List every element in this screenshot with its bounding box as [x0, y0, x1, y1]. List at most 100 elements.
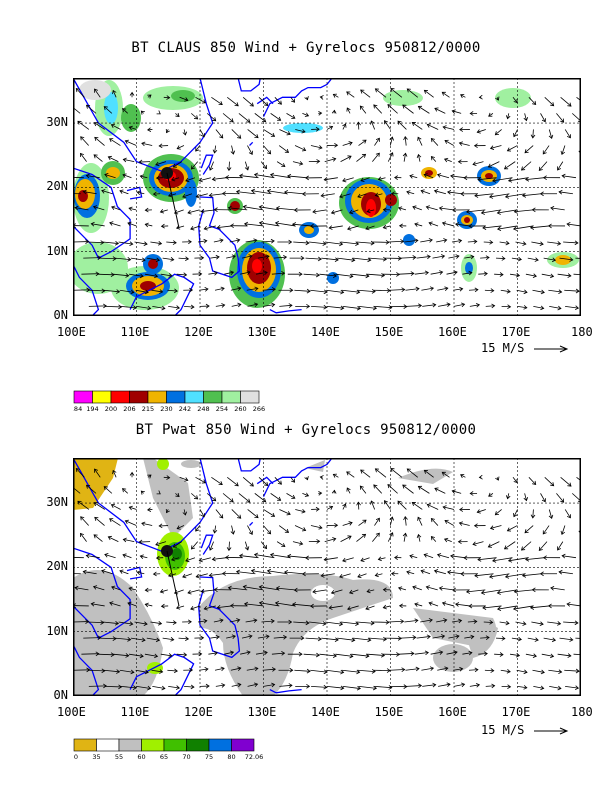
wind-arrow	[244, 603, 264, 607]
wind-arrowhead	[165, 128, 170, 134]
wind-arrow	[509, 653, 520, 657]
wind-arrow	[217, 225, 232, 229]
wind-arrow	[109, 138, 121, 146]
wind-arrowhead	[430, 156, 435, 161]
wind-arrow	[455, 223, 470, 227]
wind-arrow	[528, 97, 536, 105]
wind-arrow	[247, 683, 258, 687]
wind-arrow	[557, 161, 564, 171]
wind-arrow	[204, 225, 216, 230]
wind-arrow	[417, 517, 423, 526]
wind-arrowhead	[530, 134, 536, 139]
wind-arrow	[514, 209, 533, 213]
wind-arrowhead	[409, 554, 414, 559]
wind-arrow	[488, 541, 500, 548]
wind-arrowhead	[175, 305, 181, 310]
wind-arrow	[171, 177, 180, 181]
wind-arrow	[340, 241, 359, 245]
wind-arrowhead	[289, 287, 294, 293]
wind-arrow	[524, 493, 527, 501]
wind-arrow	[367, 653, 385, 656]
wind-arrowhead	[243, 221, 249, 227]
wind-arrowhead	[328, 125, 334, 130]
wind-arrowhead	[229, 270, 235, 276]
wind-arrow	[504, 541, 516, 550]
wind-arrowhead	[139, 653, 144, 659]
wind-arrow	[324, 241, 343, 245]
wind-arrowhead	[86, 287, 91, 293]
wind-arrowhead	[101, 668, 106, 674]
wind-arrowhead	[155, 257, 161, 263]
wind-arrowhead	[93, 154, 98, 159]
wind-arrowhead	[122, 537, 127, 543]
wind-arrow	[452, 490, 462, 494]
wind-arrowhead	[517, 636, 522, 642]
wind-arrowhead	[94, 88, 99, 93]
wind-arrowhead	[505, 115, 511, 120]
wind-arrowhead	[402, 532, 408, 537]
wind-arrow	[444, 158, 452, 162]
wind-arrow	[375, 193, 383, 196]
wind-arrow	[254, 113, 266, 122]
wind-arrow	[151, 289, 163, 293]
wind-arrow	[575, 257, 581, 259]
wind-arrowhead	[365, 225, 370, 231]
wind-arrowhead	[560, 118, 565, 123]
wind-arrowhead	[306, 288, 311, 294]
wind-arrow	[119, 289, 134, 293]
wind-arrowhead	[507, 558, 513, 563]
wind-arrow	[190, 225, 201, 230]
wind-arrow	[259, 586, 280, 591]
wind-arrowhead	[558, 669, 563, 674]
wind-arrowhead	[100, 620, 105, 625]
wind-arrow	[260, 161, 267, 169]
wind-arrow	[340, 535, 352, 542]
wind-arrowhead	[229, 118, 234, 123]
wind-arrow	[453, 303, 465, 307]
wind-arrow	[93, 586, 105, 591]
wind-arrowhead	[212, 117, 217, 122]
wind-arrow	[119, 570, 129, 575]
wind-arrow	[412, 586, 422, 591]
wind-arrow	[550, 207, 565, 211]
wind-arrowhead	[277, 480, 282, 485]
wind-arrowhead	[128, 505, 133, 511]
wind-arrowhead	[430, 518, 435, 523]
wind-arrowhead	[457, 539, 462, 545]
wind-arrowhead	[558, 289, 563, 294]
wind-arrow	[146, 637, 160, 641]
colorbar-label: 194	[86, 405, 98, 413]
wind-arrow	[532, 509, 534, 518]
wind-arrowhead	[520, 546, 526, 551]
wind-arrowhead	[507, 684, 512, 690]
wind-arrow	[263, 525, 271, 535]
wind-arrowhead	[442, 125, 447, 130]
wind-arrowhead	[424, 270, 429, 276]
wind-arrow	[127, 222, 137, 227]
wind-arrow	[378, 557, 386, 560]
colorbar-swatch	[92, 390, 112, 404]
wind-arrow	[242, 476, 254, 487]
wind-arrowhead	[390, 191, 395, 197]
wind-arrowhead	[402, 152, 408, 157]
wind-arrowhead	[289, 667, 294, 673]
wind-arrow	[167, 669, 178, 672]
wind-arrowhead	[504, 574, 510, 579]
wind-arrowhead	[451, 489, 456, 494]
wind-arrow	[155, 541, 167, 546]
wind-arrow	[214, 287, 225, 291]
wind-arrow	[398, 273, 414, 275]
wind-arrow	[459, 142, 470, 146]
wind-arrow	[504, 161, 516, 170]
wind-arrowhead	[426, 503, 431, 508]
wind-arrow	[540, 493, 546, 502]
wind-arrowhead	[357, 573, 362, 579]
wind-arrowhead	[250, 568, 256, 574]
wind-arrowhead	[230, 223, 234, 229]
wind-arrow	[228, 587, 248, 591]
wind-arrowhead	[459, 127, 464, 132]
wind-arrowhead	[425, 585, 430, 590]
wind-arrow	[206, 493, 216, 502]
wind-arrow	[168, 685, 180, 689]
wind-arrow	[378, 177, 386, 180]
